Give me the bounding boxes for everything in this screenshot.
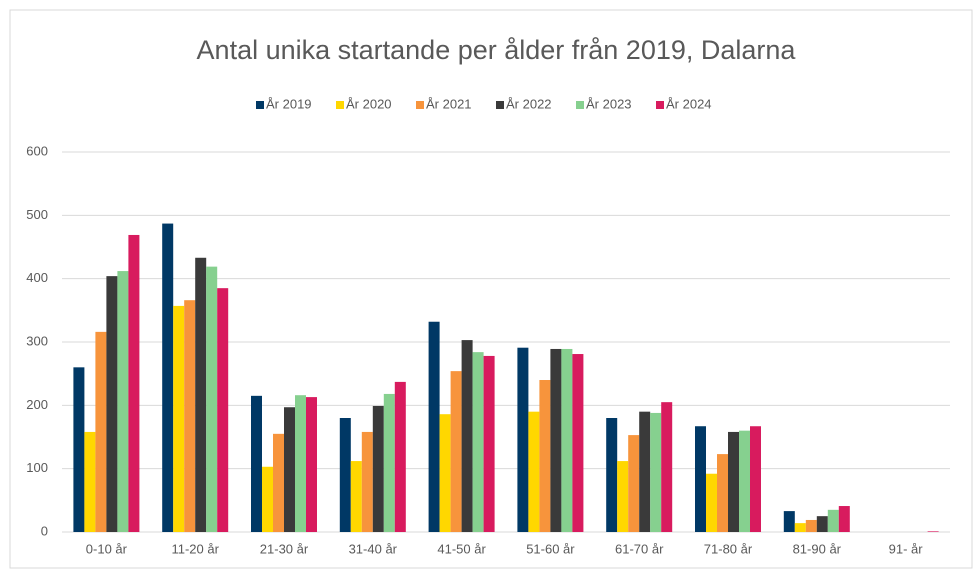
bar xyxy=(117,271,129,532)
bar xyxy=(783,511,795,532)
bar xyxy=(284,407,295,532)
bar xyxy=(339,418,351,532)
bar xyxy=(295,395,306,532)
legend-swatch xyxy=(576,101,584,109)
legend-swatch xyxy=(256,101,264,109)
bar xyxy=(794,523,806,532)
bar xyxy=(517,347,529,532)
y-tick-label: 400 xyxy=(26,270,48,285)
y-tick-label: 0 xyxy=(41,523,48,538)
bar xyxy=(706,473,717,532)
y-tick-label: 500 xyxy=(26,207,48,222)
x-tick-label: 91- år xyxy=(889,541,924,556)
bar xyxy=(251,395,262,532)
legend-swatch xyxy=(416,101,424,109)
bar xyxy=(739,430,750,532)
bar xyxy=(106,276,118,532)
bar xyxy=(728,431,739,532)
bar xyxy=(805,519,817,532)
x-tick-label: 61-70 år xyxy=(615,541,664,556)
bar xyxy=(262,466,273,532)
bar xyxy=(927,531,939,532)
bar xyxy=(184,300,196,532)
bar xyxy=(628,435,640,532)
bar xyxy=(206,266,218,532)
bar xyxy=(394,381,406,532)
bar xyxy=(606,418,618,532)
bar xyxy=(162,223,174,533)
bar xyxy=(84,431,96,532)
bar xyxy=(306,397,317,532)
bar xyxy=(539,380,551,532)
bar xyxy=(361,431,373,532)
bar xyxy=(472,352,484,532)
bar xyxy=(95,331,107,532)
y-tick-label: 200 xyxy=(26,397,48,412)
legend-label: År 2019 xyxy=(266,96,312,111)
bar xyxy=(661,402,673,532)
legend-label: År 2021 xyxy=(426,96,472,111)
x-tick-label: 51-60 år xyxy=(526,541,575,556)
bar xyxy=(195,257,207,532)
bar xyxy=(461,340,473,532)
legend-label: År 2022 xyxy=(506,96,552,111)
x-tick-label: 0-10 år xyxy=(86,541,128,556)
bar xyxy=(827,509,839,532)
x-tick-label: 41-50 år xyxy=(437,541,486,556)
bar xyxy=(639,411,651,532)
x-tick-label: 31-40 år xyxy=(349,541,398,556)
legend-swatch xyxy=(656,101,664,109)
bar xyxy=(572,354,584,532)
bar xyxy=(273,433,284,532)
bar xyxy=(73,367,85,532)
legend-label: År 2024 xyxy=(666,96,712,111)
bar xyxy=(838,506,850,532)
y-tick-label: 300 xyxy=(26,333,48,348)
x-tick-label: 11-20 år xyxy=(171,541,219,556)
bar xyxy=(173,305,185,532)
y-tick-label: 600 xyxy=(26,143,48,158)
legend-label: År 2023 xyxy=(586,96,632,111)
bar xyxy=(550,348,562,532)
x-tick-label: 71-80 år xyxy=(704,541,753,556)
bar xyxy=(383,393,395,532)
y-tick-label: 100 xyxy=(26,460,48,475)
legend-label: År 2020 xyxy=(346,96,392,111)
bar xyxy=(695,426,706,532)
bar xyxy=(350,461,362,532)
bar xyxy=(217,288,229,532)
bar xyxy=(450,371,462,532)
bar xyxy=(650,412,662,532)
x-tick-label: 81-90 år xyxy=(793,541,842,556)
legend-swatch xyxy=(496,101,504,109)
bar xyxy=(617,461,629,532)
x-tick-label: 21-30 år xyxy=(260,541,309,556)
bar xyxy=(483,355,495,532)
bar xyxy=(439,414,451,532)
bar xyxy=(128,234,140,532)
bar xyxy=(717,454,728,532)
bar xyxy=(528,411,540,532)
bar xyxy=(561,348,573,532)
bar xyxy=(428,321,440,532)
bar xyxy=(372,405,384,532)
chart-title: Antal unika startande per ålder från 201… xyxy=(197,35,797,65)
legend-swatch xyxy=(336,101,344,109)
bar xyxy=(816,516,828,532)
bar xyxy=(750,426,761,532)
